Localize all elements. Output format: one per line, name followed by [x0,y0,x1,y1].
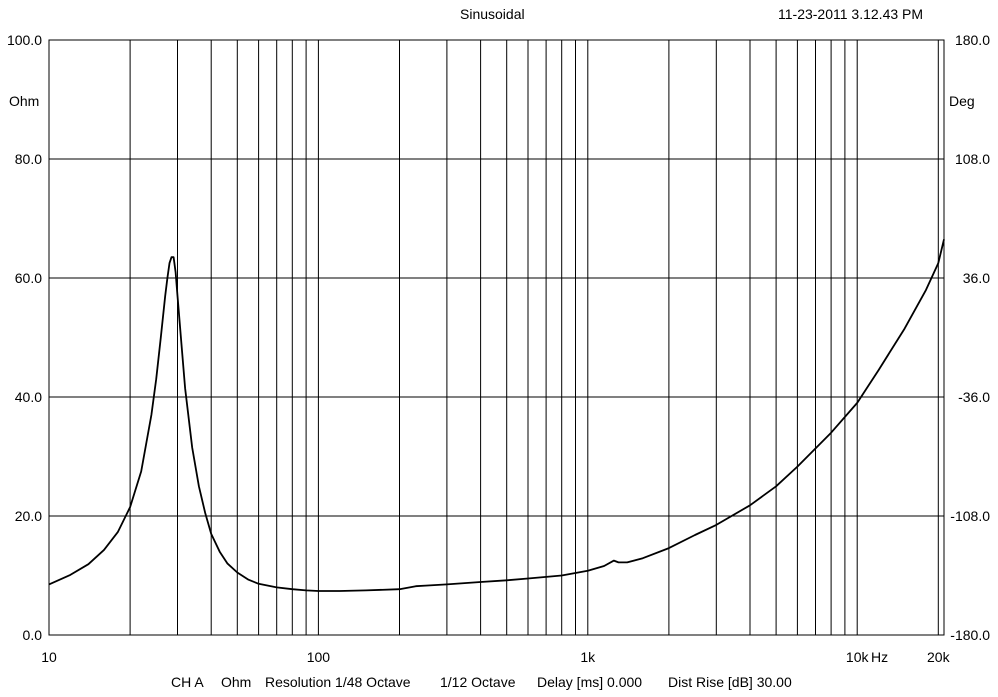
impedance-curve [48,239,945,592]
footer-unit: Ohm [221,674,252,690]
plot-background [49,40,944,635]
x-axis-unit: Hz [871,649,889,665]
measurement-mode: Sinusoidal [460,6,525,22]
plot-frame [48,39,945,636]
y-tick-label: 100.0 [7,32,42,48]
y2-tick-label: -108.0 [950,508,990,524]
x-tick-label: 1k [580,649,596,665]
tick-labels: 0.0 20.0 40.0 60.0 80.0 100.0 -180.0 -108.0 -36.… [7,32,990,665]
y2-tick-label: -36.0 [958,389,990,405]
grid-vertical [129,40,939,635]
x-tick-label: 10 [41,649,57,665]
x-tick-label: 20k [927,649,951,665]
right-axis-unit: Deg [949,93,975,109]
left-axis-unit: Ohm [9,93,40,109]
y-tick-label: 60.0 [15,270,42,286]
timestamp: 11-23-2011 3.12.43 PM [778,6,924,22]
footer-channel: CH A [171,674,204,690]
x-tick-label: 100 [307,649,331,665]
y2-tick-label: 36.0 [963,270,990,286]
x-tick-label: 10k [846,649,870,665]
grid-horizontal [49,158,944,517]
y-tick-label: 0.0 [23,627,43,643]
y-tick-label: 40.0 [15,389,42,405]
footer-dist-rise: Dist Rise [dB] 30.00 [668,674,792,690]
footer-delay: Delay [ms] 0.000 [537,674,643,690]
y2-tick-label: 180.0 [955,32,990,48]
footer-smoothing: 1/12 Octave [440,674,516,690]
footer-resolution: Resolution 1/48 Octave [265,674,411,690]
y-tick-label: 20.0 [15,508,42,524]
y2-tick-label: 108.0 [955,151,990,167]
y2-tick-label: -180.0 [950,627,990,643]
y-tick-label: 80.0 [15,151,42,167]
